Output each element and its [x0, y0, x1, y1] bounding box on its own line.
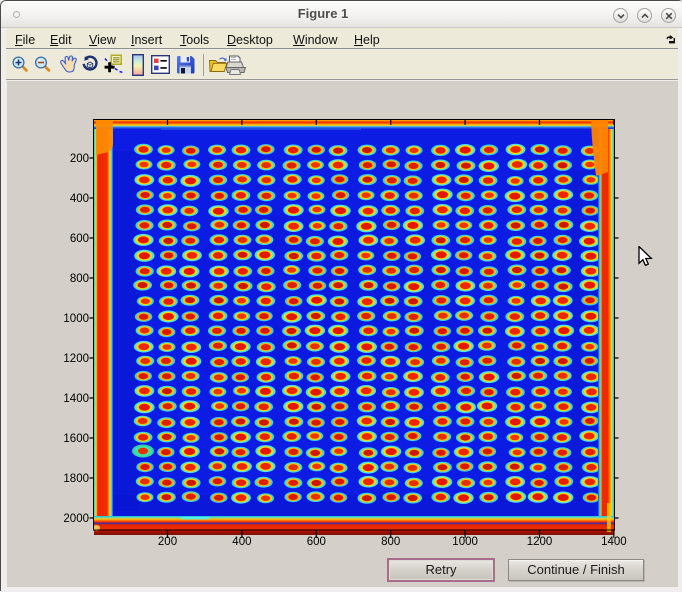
svg-text:1000: 1000 — [63, 313, 89, 325]
svg-text:1800: 1800 — [63, 473, 89, 485]
svg-text:600: 600 — [70, 233, 89, 245]
svg-text:1600: 1600 — [63, 433, 89, 445]
svg-text:1200: 1200 — [527, 536, 553, 548]
svg-text:1400: 1400 — [601, 536, 627, 548]
svg-text:200: 200 — [158, 536, 177, 548]
svg-text:800: 800 — [70, 273, 89, 285]
svg-text:1400: 1400 — [63, 393, 89, 405]
svg-text:200: 200 — [70, 153, 89, 165]
svg-text:800: 800 — [381, 536, 400, 548]
svg-text:1000: 1000 — [452, 536, 478, 548]
svg-text:1200: 1200 — [63, 353, 89, 365]
svg-text:600: 600 — [307, 536, 326, 548]
svg-text:2000: 2000 — [63, 513, 89, 525]
svg-text:400: 400 — [232, 536, 251, 548]
svg-text:400: 400 — [70, 193, 89, 205]
